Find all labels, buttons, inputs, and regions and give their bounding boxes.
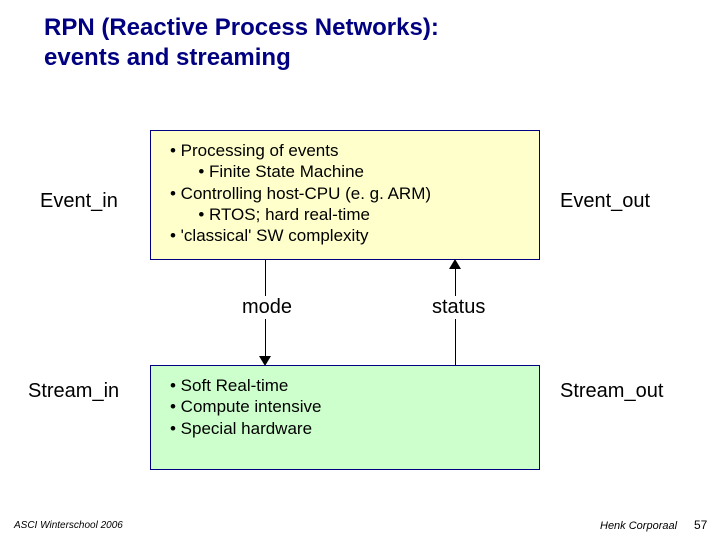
event-out-label: Event_out (560, 190, 650, 213)
mode-arrow-head (259, 356, 271, 366)
mode-label: mode (240, 296, 294, 319)
slide-title-line2: events and streaming (44, 44, 291, 72)
event-box-bullets: • Processing of events • Finite State Ma… (170, 140, 431, 246)
page-number: 57 (694, 518, 707, 532)
stream-box-bullets: • Soft Real-time • Compute intensive • S… (170, 375, 321, 439)
footer-left: ASCI Winterschool 2006 (14, 520, 123, 531)
footer-right: Henk Corporaal (600, 520, 677, 532)
stream-in-label: Stream_in (28, 380, 119, 403)
status-label: status (430, 296, 487, 319)
event-in-label: Event_in (40, 190, 118, 213)
slide-title-line1: RPN (Reactive Process Networks): (44, 14, 439, 42)
stream-out-label: Stream_out (560, 380, 663, 403)
status-arrow-head (449, 259, 461, 269)
